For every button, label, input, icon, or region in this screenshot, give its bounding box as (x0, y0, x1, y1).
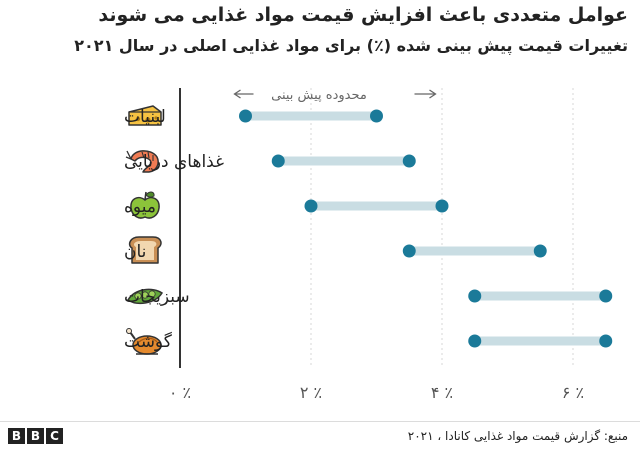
cheese-icon (128, 105, 162, 126)
range-high-dot (370, 109, 383, 123)
category-label: لبنیات (124, 107, 166, 127)
footer-divider (0, 421, 640, 422)
chart-subtitle: تغییرات قیمت پیش بینی شده (٪) برای مواد … (74, 36, 628, 55)
shrimp-icon (125, 150, 159, 173)
legend-label: محدوده پیش بینی (271, 88, 367, 103)
range-low-dot (468, 289, 482, 303)
category-label: غذاهای دریایی (124, 152, 224, 172)
legend-arrow-right (414, 89, 437, 99)
roast-chicken-icon (126, 328, 162, 355)
category-label: گوشت (124, 331, 173, 352)
range-low-dot (271, 154, 285, 168)
x-tick-label: ٪ ۴ (431, 383, 453, 402)
range-high-dot (599, 289, 613, 303)
bbc-logo: B B C (8, 428, 63, 444)
range-low-dot (468, 334, 482, 348)
range-low-dot (402, 244, 416, 258)
range-high-dot (435, 199, 449, 213)
x-tick-label: ٪ ۰ (169, 383, 191, 402)
x-tick-label: ٪ ۶ (562, 383, 584, 402)
category-label: میوه (124, 197, 156, 217)
range-high-dot (533, 244, 547, 258)
apple-icon (130, 191, 160, 219)
range-high-dot (599, 334, 613, 348)
range-chart: ٪ ۰ ٪ ۲ ٪ ۴ ٪ ۶ محدوده پیش بینی لبنیات غذاهای … (124, 88, 613, 402)
range-high-dot (402, 154, 416, 168)
legend-arrow-left (233, 89, 254, 99)
category-label: سبزیجات (124, 287, 190, 307)
pea-pod-icon (126, 288, 164, 305)
range-low-dot (304, 199, 318, 213)
x-tick-label: ٪ ۲ (300, 383, 322, 402)
bbc-logo-letter: B (8, 428, 25, 444)
range-low-dot (239, 109, 252, 123)
bbc-logo-letter: C (46, 428, 63, 444)
bbc-logo-letter: B (27, 428, 44, 444)
source-note: منبع: گزارش قیمت مواد غذایی کانادا ، ۲۰۲… (407, 429, 628, 443)
chart-title: عوامل متعددی باعث افزایش قیمت مواد غذایی… (98, 4, 628, 26)
bread-icon (128, 236, 162, 264)
category-label: نان (124, 242, 146, 262)
